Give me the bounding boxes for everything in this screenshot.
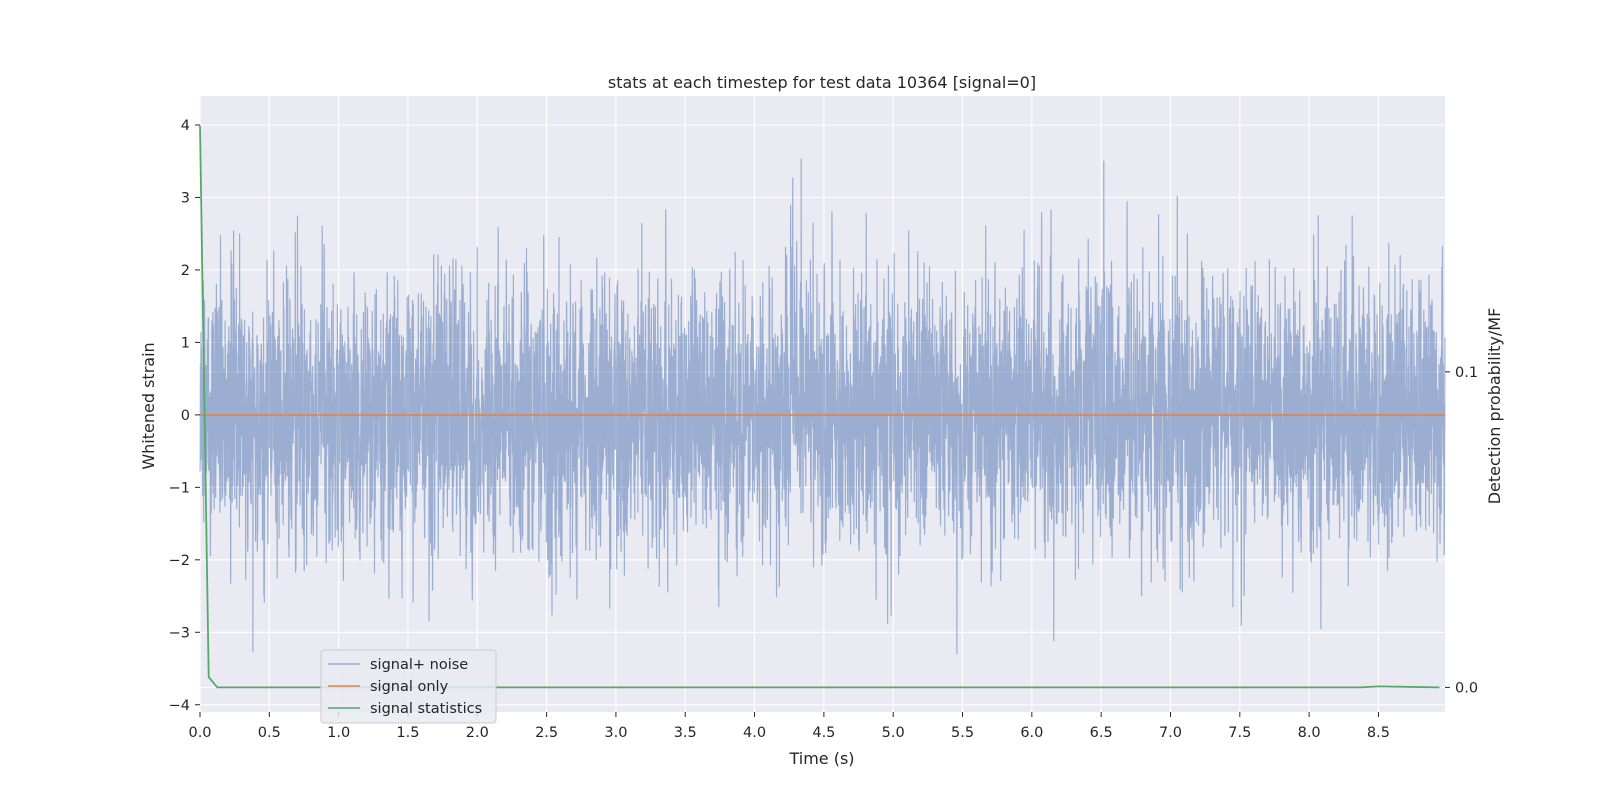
- series-signal-plus-noise: [199, 158, 1446, 655]
- x-tick-label: 8.5: [1367, 725, 1390, 741]
- tick-layer: 0.0 0.5 1.0 1.5 2.0 2.5 3.0 3.5 4.0 4.5 5.0 5.5 6.0 6…: [169, 118, 1478, 741]
- x-tick-label: 4.0: [743, 725, 766, 741]
- legend-label-noise: signal+ noise: [370, 657, 468, 673]
- x-tick-label: 7.5: [1228, 725, 1251, 741]
- x-tick-label: 6.0: [1020, 725, 1043, 741]
- x-tick-label: 4.5: [812, 725, 835, 741]
- y-tick-label: −1: [169, 480, 190, 496]
- x-tick-label: 0.5: [258, 725, 281, 741]
- chart-title: stats at each timestep for test data 103…: [608, 73, 1036, 92]
- y-tick-label: 2: [181, 263, 190, 279]
- y-tick-label: 4: [181, 118, 190, 134]
- y2-axis-title: Detection probability/MF: [1485, 308, 1504, 505]
- y-tick-label: 0: [181, 408, 190, 424]
- y-tick-label: 3: [181, 190, 190, 206]
- y-tick-label: 1: [181, 335, 190, 351]
- legend-label-signal-only: signal only: [370, 679, 449, 695]
- legend: signal+ noise signal only signal statist…: [320, 649, 497, 724]
- x-tick-label: 5.5: [951, 725, 974, 741]
- x-tick-label: 2.5: [535, 725, 558, 741]
- y-tick-label: −3: [169, 625, 190, 641]
- x-tick-label: 0.0: [188, 725, 211, 741]
- series-layer: [199, 125, 1446, 689]
- x-tick-label: 5.0: [882, 725, 905, 741]
- y2-tick-label: 0.0: [1455, 680, 1478, 696]
- x-tick-label: 7.0: [1159, 725, 1182, 741]
- y-tick-label: −4: [169, 698, 190, 714]
- x-axis-title: Time (s): [788, 749, 854, 768]
- legend-label-statistics: signal statistics: [370, 701, 482, 717]
- x-tick-label: 2.0: [466, 725, 489, 741]
- x-tick-label: 1.0: [327, 725, 350, 741]
- x-tick-label: 3.0: [604, 725, 627, 741]
- x-tick-label: 6.5: [1090, 725, 1113, 741]
- x-tick-label: 8.0: [1298, 725, 1321, 741]
- x-tick-label: 1.5: [396, 725, 419, 741]
- y-axis-title: Whitened strain: [139, 342, 158, 469]
- series-signal-statistics: [199, 125, 1440, 689]
- x-tick-label: 3.5: [674, 725, 697, 741]
- y2-tick-label: 0.1: [1455, 365, 1478, 381]
- y-tick-label: −2: [169, 553, 190, 569]
- legend-box: [320, 649, 497, 724]
